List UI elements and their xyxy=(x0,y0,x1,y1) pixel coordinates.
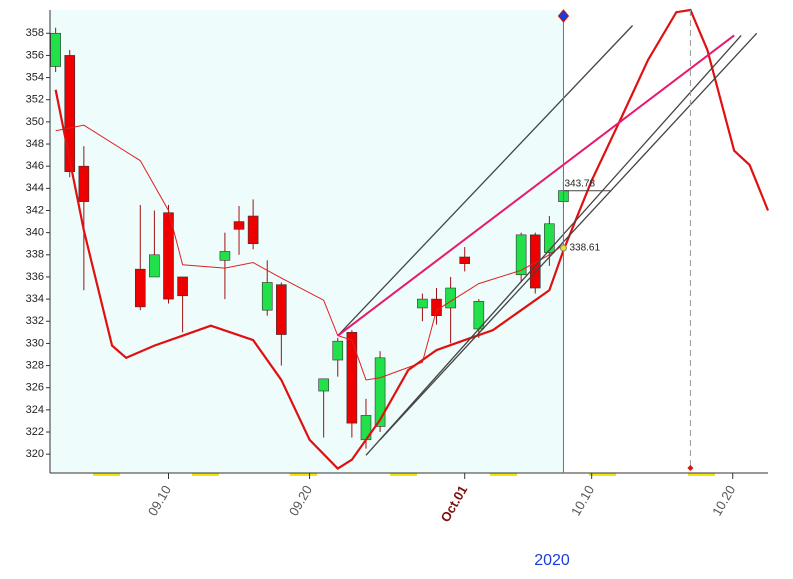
y-tick-label: 332 xyxy=(26,315,44,327)
candle-body xyxy=(64,55,76,173)
plot-area-history xyxy=(50,10,564,473)
indicator-line xyxy=(365,35,742,456)
candle-body xyxy=(219,251,231,261)
cursor-marker xyxy=(557,9,570,23)
indicator-line xyxy=(337,34,735,337)
y-tick-label: 334 xyxy=(26,293,44,305)
y-tick-label: 354 xyxy=(26,71,44,83)
y-tick-label: 324 xyxy=(26,404,44,416)
candle-body xyxy=(515,234,527,276)
candle-body xyxy=(134,268,146,308)
indicator-line xyxy=(379,32,758,441)
x-axis-title: 2020 xyxy=(534,552,570,569)
candle-body xyxy=(50,32,61,67)
plot-area-future xyxy=(563,10,768,473)
y-tick-label: 346 xyxy=(26,160,44,172)
annotation-dot xyxy=(559,244,567,252)
candle-body xyxy=(261,282,273,311)
y-tick-label: 320 xyxy=(26,448,44,460)
candle-body xyxy=(529,234,541,289)
y-tick-label: 340 xyxy=(26,227,44,239)
candle-body xyxy=(445,287,456,309)
candle-body xyxy=(459,256,471,264)
y-tick-label: 338 xyxy=(26,249,44,261)
candle-body xyxy=(276,284,287,335)
candle-body xyxy=(544,223,555,253)
y-tick-label: 326 xyxy=(26,382,44,394)
y-tick-label: 344 xyxy=(26,182,44,194)
candle-body xyxy=(233,221,245,230)
y-tick-label: 336 xyxy=(26,271,44,283)
candle-body xyxy=(346,332,358,424)
candle-body xyxy=(149,254,160,278)
indicator-line xyxy=(337,25,634,337)
y-tick-label: 330 xyxy=(26,337,44,349)
y-tick-label: 352 xyxy=(26,94,44,106)
annotation-label: 338.61 xyxy=(569,243,600,254)
y-tick-label: 348 xyxy=(26,138,44,150)
candle-body xyxy=(318,378,329,392)
y-tick-label: 350 xyxy=(26,116,44,128)
candle-body xyxy=(78,165,90,202)
y-tick-label: 342 xyxy=(26,204,44,216)
indicator-line xyxy=(55,124,564,381)
candle-body xyxy=(163,212,174,300)
candle-body xyxy=(332,340,344,361)
dashed-marker xyxy=(687,465,694,471)
y-tick-label: 358 xyxy=(26,27,44,39)
indicator-line xyxy=(54,8,770,470)
candle-body xyxy=(247,215,259,245)
y-tick-label: 328 xyxy=(26,359,44,371)
annotation-label: 343.78 xyxy=(564,178,595,189)
y-tick-label: 322 xyxy=(26,426,44,438)
candle-body xyxy=(417,298,428,309)
candle-body xyxy=(374,357,386,427)
y-tick-label: 356 xyxy=(26,49,44,61)
candle-body xyxy=(177,276,188,297)
